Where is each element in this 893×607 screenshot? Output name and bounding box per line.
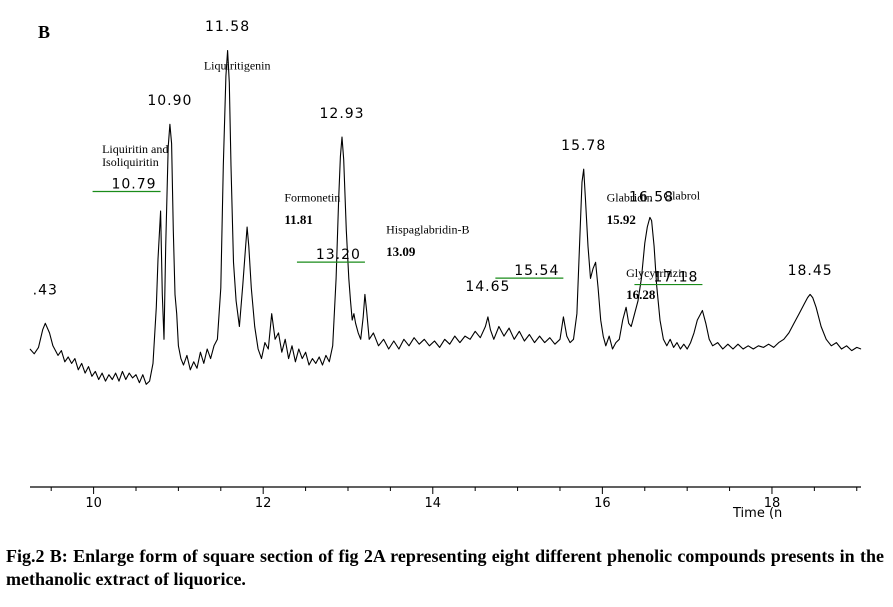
annotation-line: Liquiritin and xyxy=(102,142,168,156)
x-tick-label: 12 xyxy=(255,496,272,511)
panel-label: B xyxy=(38,22,51,42)
annotation-retention-time: 15.92 xyxy=(607,212,636,227)
x-tick-label: 18 xyxy=(764,496,781,511)
peak-label: 12.93 xyxy=(320,106,365,122)
x-axis-label: Time (n xyxy=(732,506,782,521)
annotation-line: 16.28 xyxy=(626,287,656,302)
peak-label: 11.58 xyxy=(205,19,250,35)
x-tick-label: 16 xyxy=(594,496,611,511)
annotation-line: Hispaglabridin-B xyxy=(386,222,469,236)
baseline-marker-group xyxy=(92,190,703,286)
annotation-compound-name: Liquiritigenin xyxy=(204,59,271,73)
peak-label: 10.90 xyxy=(147,93,192,109)
chromatogram-trace-group xyxy=(29,49,862,385)
annotation-line: 11.81 xyxy=(284,212,313,227)
annotation-compound-name: Glabrol xyxy=(663,189,700,203)
peak-label: 15.78 xyxy=(561,138,606,154)
x-tick-label: 14 xyxy=(425,496,442,511)
peak-label: 13.20 xyxy=(316,247,361,263)
annotation-line: Glabrol xyxy=(663,189,700,203)
peak-label: 14.65 xyxy=(465,279,510,295)
peak-label: 10.79 xyxy=(111,176,156,192)
figure-caption: Fig.2 B: Enlarge form of square section … xyxy=(6,546,884,589)
chromatogram-trace xyxy=(29,49,862,385)
annotation-retention-time: 16.28 xyxy=(626,287,656,302)
annotation-compound-name: Liquiritin and Isoliquiritin xyxy=(102,142,168,169)
annotation-line: Glabridin xyxy=(607,190,653,204)
annotation-compound-name: Hispaglabridin-B xyxy=(386,222,469,236)
annotation-line: Glycyrrhizin xyxy=(626,266,687,280)
annotation-line: 15.92 xyxy=(607,212,636,227)
annotation-line: Formonetin xyxy=(284,190,340,204)
annotation-compound-name: Formonetin xyxy=(284,190,340,204)
peak-label: ⁠.43 xyxy=(33,282,58,298)
peak-label: 16.58 xyxy=(629,189,674,205)
annotation-line: Isoliquiritin xyxy=(102,155,159,169)
annotation-retention-time: 13.09 xyxy=(386,244,416,259)
peak-label: 18.45 xyxy=(788,263,833,279)
peak-label: 17.18 xyxy=(653,270,698,286)
x-tick-label: 10 xyxy=(85,496,102,511)
annotation-line: 13.09 xyxy=(386,244,416,259)
annotation-compound-name: Glycyrrhizin xyxy=(626,266,687,280)
annotation-line: Liquiritigenin xyxy=(204,59,271,73)
compound-annotation-group: Liquiritigenin Liquiritin and Isoliquiriti… xyxy=(102,59,701,302)
peak-label: 15.54 xyxy=(514,263,559,279)
annotation-retention-time: 11.81 xyxy=(284,212,313,227)
annotation-compound-name: Glabridin xyxy=(607,190,653,204)
